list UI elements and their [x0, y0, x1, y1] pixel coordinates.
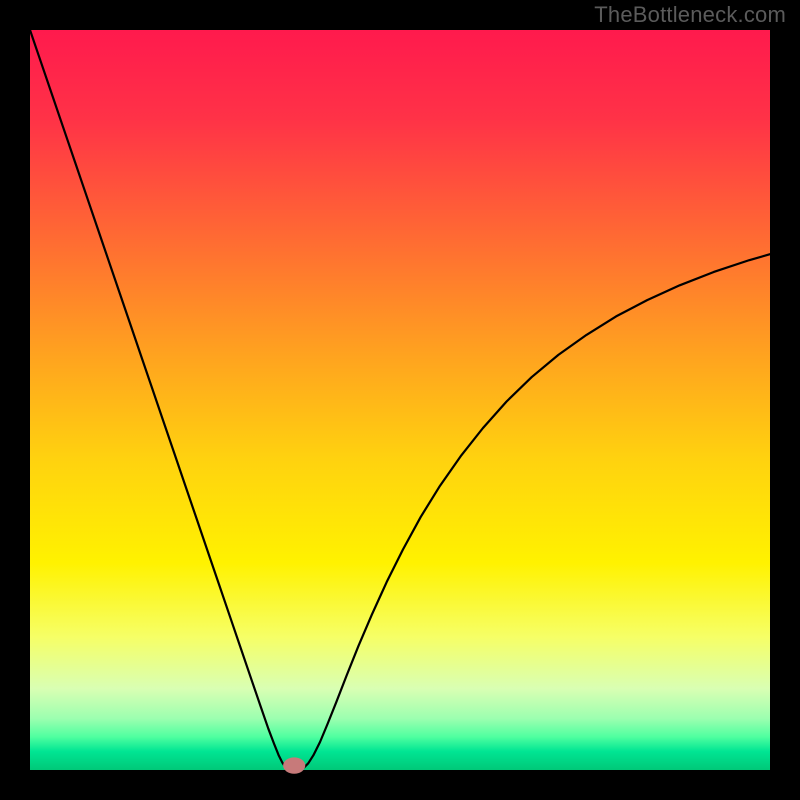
- chart-background: [30, 30, 770, 770]
- chart-container: TheBottleneck.com: [0, 0, 800, 800]
- optimal-point-marker: [283, 757, 305, 773]
- bottleneck-chart: [0, 0, 800, 800]
